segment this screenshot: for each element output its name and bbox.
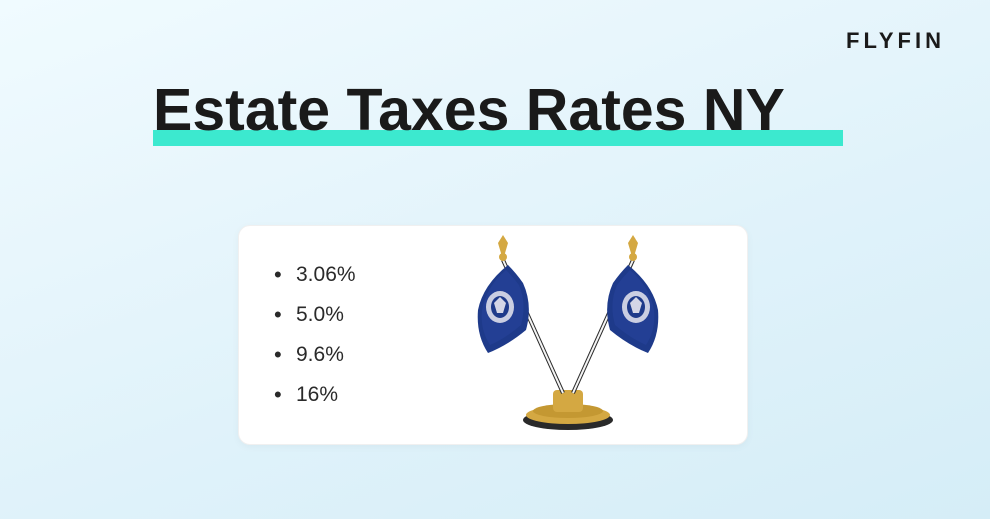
rates-card: 3.06% 5.0% 9.6% 16% <box>238 225 748 445</box>
rate-item: 5.0% <box>274 295 424 335</box>
rates-list: 3.06% 5.0% 9.6% 16% <box>274 255 424 415</box>
rate-item: 9.6% <box>274 335 424 375</box>
brand-logo: FLYFIN <box>846 28 945 54</box>
rate-item: 16% <box>274 375 424 415</box>
title-container: Estate Taxes Rates NY <box>153 78 853 143</box>
ny-flags-icon <box>438 235 698 435</box>
page-title: Estate Taxes Rates NY <box>153 77 785 143</box>
flags-illustration <box>424 256 712 414</box>
rate-item: 3.06% <box>274 255 424 295</box>
